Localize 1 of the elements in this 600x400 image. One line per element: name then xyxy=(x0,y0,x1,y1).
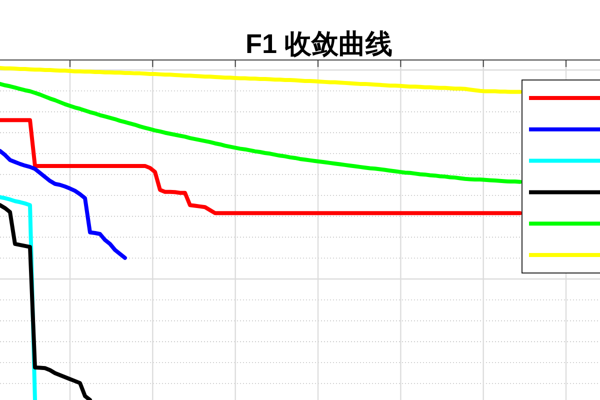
chart-title: F1 收敛曲线 xyxy=(245,29,393,59)
